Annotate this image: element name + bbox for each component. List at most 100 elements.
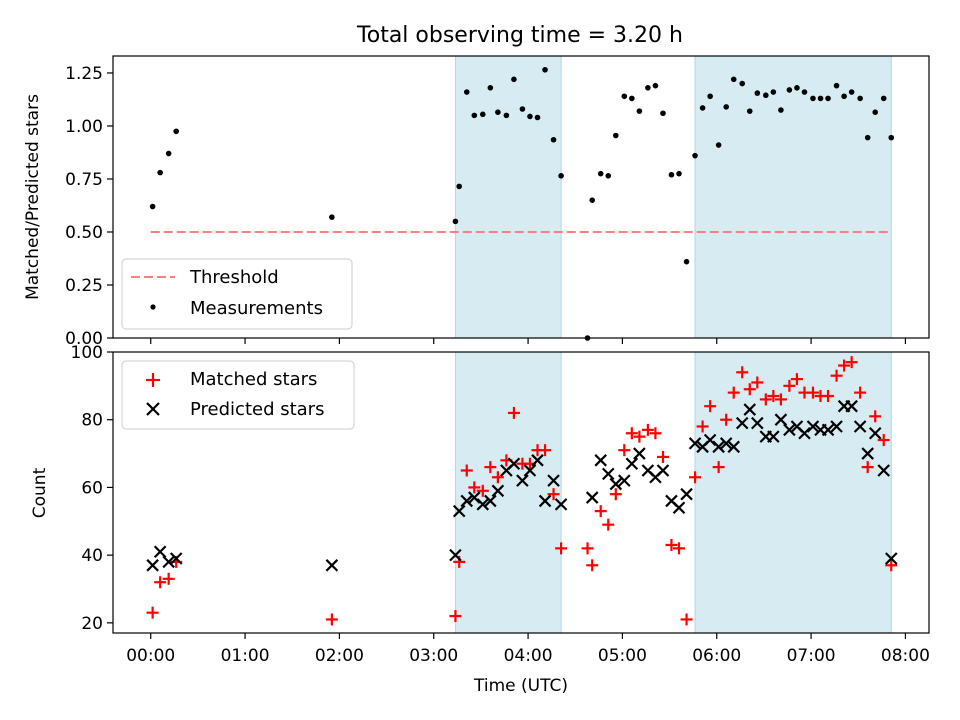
predicted-star-point xyxy=(853,420,867,433)
predicted-star-point xyxy=(531,454,544,467)
matched-star-point xyxy=(759,393,772,406)
bottom-y-tick-label: 60 xyxy=(81,478,103,498)
matched-star-point xyxy=(325,613,338,626)
matched-star-point xyxy=(767,390,780,403)
x-tick-label: 06:00 xyxy=(692,646,741,666)
measurement-point xyxy=(801,89,808,95)
matched-star-point xyxy=(712,461,725,474)
x-tick-label: 02:00 xyxy=(315,646,364,666)
chart-title: Total observing time = 3.20 h xyxy=(356,23,683,48)
measurement-point xyxy=(495,109,501,115)
shaded-interval xyxy=(454,351,562,634)
measurement-point xyxy=(613,132,619,139)
predicted-star-point xyxy=(735,416,749,430)
matched-star-point xyxy=(476,484,489,497)
legend-matched-label: Matched stars xyxy=(190,369,317,390)
legend-matched-swatch xyxy=(146,373,160,387)
measurement-point xyxy=(636,108,643,114)
matched-star-point xyxy=(594,505,607,518)
bottom-y-tick-label: 40 xyxy=(81,546,103,566)
matched-star-point xyxy=(581,542,594,555)
shaded-interval xyxy=(454,55,562,339)
predicted-star-point xyxy=(767,430,780,443)
bottom-axes-frame xyxy=(112,351,930,634)
matched-star-point xyxy=(656,450,669,463)
count-panel: 20 40 60 80 100 00:00 01:00 02:00 03:00 04:00 05:… xyxy=(30,343,930,696)
matched-star-point xyxy=(774,393,787,406)
measurement-point xyxy=(479,111,486,118)
measurement-point xyxy=(165,150,172,157)
measurement-point xyxy=(629,95,635,102)
measurement-point xyxy=(652,82,659,89)
legend-measurements-swatch xyxy=(150,304,156,310)
measurement-point xyxy=(511,76,517,83)
predicted-star-point xyxy=(484,494,497,508)
bottom-y-tick-label: 80 xyxy=(81,411,103,431)
x-axis-label: Time (UTC) xyxy=(473,676,568,696)
predicted-star-point xyxy=(468,491,481,504)
measurement-point xyxy=(715,142,722,148)
predicted-star-point xyxy=(609,477,623,491)
predicted-star-point xyxy=(449,548,462,562)
predicted-star-point xyxy=(538,494,552,508)
predicted-star-point xyxy=(680,487,693,501)
matched-star-point xyxy=(162,572,175,585)
matched-star-point xyxy=(736,366,749,379)
measurement-point xyxy=(558,172,564,179)
legend-predicted-label: Predicted stars xyxy=(190,399,324,420)
measurement-point xyxy=(621,93,628,100)
matched-star-point xyxy=(633,430,646,443)
measurement-point xyxy=(723,104,729,110)
predicted-star-point xyxy=(688,437,702,450)
matched-star-point xyxy=(830,369,843,382)
matched-star-point xyxy=(449,610,462,623)
predicted-star-point xyxy=(821,423,835,437)
measurement-point xyxy=(683,258,690,265)
predicted-star-point xyxy=(162,555,175,569)
matched-star-point xyxy=(696,420,709,433)
measurement-point xyxy=(668,171,675,178)
predicted-star-point xyxy=(806,420,820,433)
predicted-star-point xyxy=(783,423,796,437)
predicted-star-point xyxy=(476,498,490,511)
measurement-point xyxy=(739,80,746,87)
predicted-star-point xyxy=(712,440,725,454)
measurement-point xyxy=(699,105,706,111)
x-tick-label: 05:00 xyxy=(598,646,647,666)
measurement-point xyxy=(754,90,761,96)
measurement-point xyxy=(730,76,737,83)
top-y-tick-label: 0.00 xyxy=(65,329,103,349)
predicted-star-point xyxy=(325,559,339,572)
measurement-point xyxy=(746,108,753,114)
matched-star-point xyxy=(547,488,560,501)
measurement-point xyxy=(605,172,612,179)
predicted-star-point xyxy=(798,426,811,440)
predicted-star-point xyxy=(594,454,607,467)
measurement-point xyxy=(810,95,816,102)
matched-star-point xyxy=(673,542,686,555)
measurement-point xyxy=(527,113,533,120)
matched-star-point xyxy=(641,423,654,436)
predicted-star-point xyxy=(516,474,529,487)
top-legend: Threshold Measurements xyxy=(121,258,353,330)
top-y-tick-label: 1.00 xyxy=(65,117,103,137)
x-tick-label: 01:00 xyxy=(221,646,270,666)
matched-star-point xyxy=(885,559,898,572)
matched-star-point xyxy=(751,376,764,389)
matched-star-point xyxy=(468,481,481,494)
measurement-point xyxy=(471,112,478,119)
bottom-y-axis: 20 40 60 80 100 xyxy=(71,343,113,634)
predicted-star-point xyxy=(491,484,505,498)
matched-star-point xyxy=(869,410,882,423)
matched-star-point xyxy=(861,461,874,474)
predicted-star-point xyxy=(625,457,639,471)
measurement-point xyxy=(864,134,871,141)
top-shaded-intervals xyxy=(454,55,892,339)
matched-star-point xyxy=(727,386,740,399)
measurement-point xyxy=(597,170,604,177)
predicted-star-point xyxy=(460,494,474,508)
x-tick-label: 08:00 xyxy=(881,646,930,666)
top-y-tick-label: 1.25 xyxy=(65,64,103,84)
top-y-axis: 0.00 0.25 0.50 0.75 1.00 1.25 xyxy=(65,64,113,349)
measurement-point xyxy=(173,128,180,135)
